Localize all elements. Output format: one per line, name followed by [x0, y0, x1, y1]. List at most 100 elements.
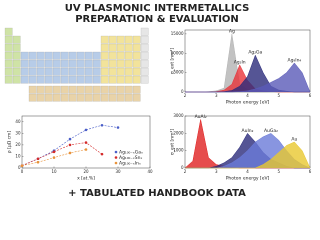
- x-tick-label: 10: [51, 169, 57, 174]
- element-cell: [108, 35, 117, 44]
- y-tick-label: 40: [15, 119, 21, 124]
- data-point: [100, 123, 104, 127]
- element-cell: [100, 85, 109, 94]
- element-cell: [140, 75, 149, 84]
- element-cell: [44, 67, 53, 76]
- legend-label: Ag₁₀₀₋ₓInₓ: [119, 161, 141, 167]
- x-tick-label: 4: [246, 169, 249, 174]
- element-cell: [60, 93, 69, 102]
- element-cell: [52, 85, 61, 94]
- y-axis-label: σ_ext [nm²]: [170, 48, 176, 74]
- element-cell: [140, 43, 149, 52]
- spectrum-area: [185, 62, 311, 93]
- element-cell: [92, 59, 101, 68]
- series-label: Ag₃In: [234, 59, 246, 65]
- page: UV PLASMONIC INTERMETALLICS PREPARATION …: [4, 3, 312, 199]
- series-label: AuIn₂: [242, 128, 254, 134]
- element-cell: [100, 51, 109, 60]
- element-cell: [20, 59, 29, 68]
- element-cell: [140, 51, 149, 60]
- series-label: AuAl₂: [195, 114, 207, 120]
- element-cell: [132, 51, 141, 60]
- trend-line: [21, 142, 103, 166]
- element-cell: [36, 67, 45, 76]
- element-cell: [44, 59, 53, 68]
- element-cell: [92, 67, 101, 76]
- x-axis-label: x [at.%]: [77, 176, 95, 182]
- element-cell: [116, 67, 125, 76]
- data-point: [84, 141, 88, 144]
- element-cell: [116, 75, 125, 84]
- legend-label: Ag₁₀₀₋ₓSnₓ: [119, 155, 142, 161]
- element-cell: [12, 67, 21, 76]
- element-cell: [44, 85, 53, 94]
- y-tick-label: 30: [15, 130, 21, 135]
- element-cell: [108, 75, 117, 84]
- element-cell: [84, 59, 93, 68]
- x-tick-label: 5: [277, 169, 280, 174]
- element-cell: [116, 85, 125, 94]
- element-cell: [36, 85, 45, 94]
- element-cell: [60, 75, 69, 84]
- element-cell: [140, 35, 149, 44]
- element-cell: [84, 51, 93, 60]
- element-cell: [4, 43, 13, 52]
- element-cell: [68, 93, 77, 102]
- x-tick-label: 6: [309, 169, 312, 174]
- element-cell: [52, 75, 61, 84]
- title: UV PLASMONIC INTERMETALLICS: [65, 3, 250, 14]
- element-cell: [68, 75, 77, 84]
- element-cell: [140, 59, 149, 68]
- series-label: Ag₂Ga: [248, 50, 262, 56]
- element-cell: [20, 75, 29, 84]
- x-tick-label: 5: [277, 93, 280, 98]
- element-cell: [124, 43, 133, 52]
- y-tick-label: 3000: [173, 113, 184, 118]
- x-axis-label: Photon energy [eV]: [226, 176, 270, 182]
- element-cell: [4, 75, 13, 84]
- y-tick-label: 1000: [173, 148, 184, 153]
- element-cell: [124, 51, 133, 60]
- element-cell: [100, 35, 109, 44]
- legend-marker: [114, 156, 118, 159]
- element-cell: [132, 43, 141, 52]
- element-cell: [12, 51, 21, 60]
- x-tick-label: 2: [184, 93, 187, 98]
- element-cell: [60, 51, 69, 60]
- element-cell: [124, 35, 133, 44]
- subtitle: PREPARATION & EVALUATION: [75, 14, 239, 25]
- legend-marker: [114, 161, 118, 165]
- x-tick-label: 2: [184, 169, 187, 174]
- element-cell: [100, 93, 109, 102]
- element-cell: [68, 59, 77, 68]
- element-cell: [116, 59, 125, 68]
- element-cell: [68, 85, 77, 94]
- data-point: [68, 151, 72, 155]
- element-cell: [60, 59, 69, 68]
- data-point: [68, 143, 72, 147]
- y-tick-label: 10000: [171, 50, 184, 55]
- graphical-abstract: UV PLASMONIC INTERMETALLICS PREPARATION …: [4, 3, 312, 199]
- x-axis-label: Photon energy [eV]: [226, 100, 270, 106]
- element-cell: [76, 75, 85, 84]
- y-tick-label: 0: [181, 89, 184, 94]
- y-tick-label: 5000: [173, 70, 184, 75]
- x-tick-label: 20: [83, 169, 89, 174]
- element-cell: [132, 35, 141, 44]
- legend-label: Ag₁₀₀₋ₓGaₓ: [119, 150, 143, 156]
- series-label: Ag: [229, 28, 235, 34]
- x-tick-label: 0: [21, 169, 24, 174]
- element-cell: [76, 85, 85, 94]
- series-label: AuGa₂: [264, 128, 278, 134]
- x-tick-label: 30: [115, 169, 121, 174]
- x-tick-label: 3: [215, 169, 218, 174]
- element-cell: [44, 93, 53, 102]
- element-cell: [132, 67, 141, 76]
- element-cell: [108, 93, 117, 102]
- element-cell: [116, 43, 125, 52]
- element-cell: [108, 43, 117, 52]
- element-cell: [4, 51, 13, 60]
- x-tick-label: 3: [215, 93, 218, 98]
- element-cell: [140, 67, 149, 76]
- data-point: [116, 126, 120, 129]
